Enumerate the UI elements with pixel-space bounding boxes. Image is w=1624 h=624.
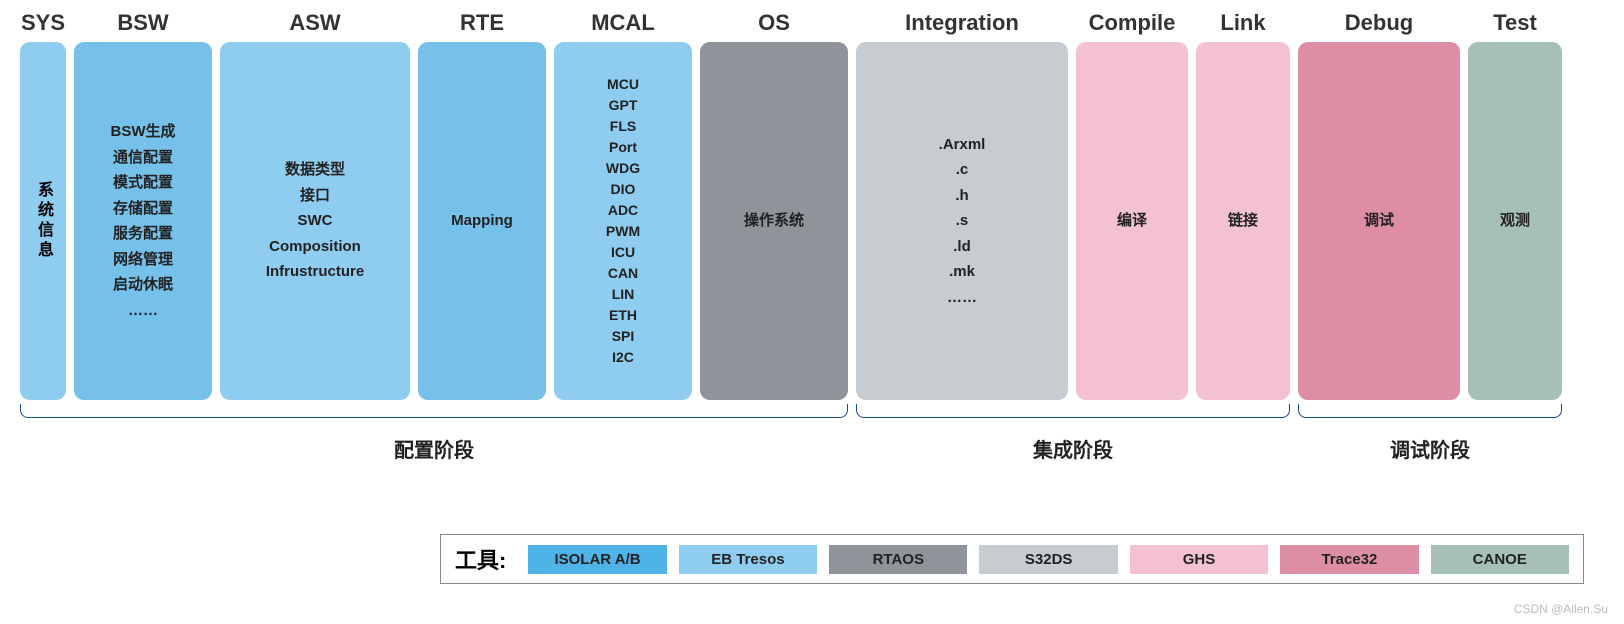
tool-trace32: Trace32 (1280, 545, 1418, 574)
column-header-compile: Compile (1089, 10, 1176, 36)
column-item-bsw-0: BSW生成 (111, 119, 176, 145)
column-link: Link 链接 (1196, 10, 1290, 400)
column-header-test: Test (1493, 10, 1537, 36)
column-header-rte: RTE (460, 10, 504, 36)
column-item-mcal-2: FLS (610, 116, 636, 137)
column-item-mcal-1: GPT (609, 95, 638, 116)
column-item-asw-1: 接口 (300, 183, 330, 209)
phase-bracket-0 (20, 404, 848, 418)
column-sys: SYS 系统信息 (20, 10, 66, 400)
column-body-debug: 调试 (1298, 42, 1460, 400)
phase-label-2: 调试阶段 (1390, 434, 1470, 463)
column-rte: RTE Mapping (418, 10, 546, 400)
column-item-bsw-4: 服务配置 (113, 221, 173, 247)
column-body-integration: .Arxml.c.h.s.ld.mk…… (856, 42, 1068, 400)
column-header-integration: Integration (905, 10, 1019, 36)
column-item-asw-3: Composition (269, 234, 361, 260)
column-header-os: OS (758, 10, 790, 36)
column-debug: Debug 调试 (1298, 10, 1460, 400)
column-item-integration-3: .s (956, 208, 969, 234)
column-text-debug: 调试 (1364, 208, 1394, 234)
column-text-test: 观测 (1500, 208, 1530, 234)
column-item-bsw-7: …… (128, 298, 158, 324)
phase-bracket-2 (1298, 404, 1562, 418)
column-item-integration-1: .c (956, 157, 969, 183)
column-item-mcal-13: I2C (612, 347, 634, 368)
phase-label-0: 配置阶段 (394, 434, 474, 463)
column-test: Test 观测 (1468, 10, 1562, 400)
column-text-link: 链接 (1228, 208, 1258, 234)
column-item-mcal-6: ADC (608, 200, 638, 221)
column-item-integration-0: .Arxml (939, 132, 986, 158)
tool-eb-tresos: EB Tresos (679, 545, 817, 574)
column-os: OS 操作系统 (700, 10, 848, 400)
watermark: CSDN @Allen.Su (1514, 602, 1608, 616)
column-item-mcal-9: CAN (608, 263, 638, 284)
column-item-mcal-5: DIO (611, 179, 636, 200)
column-item-mcal-10: LIN (612, 284, 635, 305)
tool-s32ds: S32DS (979, 545, 1117, 574)
column-asw: ASW 数据类型接口SWCCompositionInfrustructure (220, 10, 410, 400)
column-compile: Compile 编译 (1076, 10, 1188, 400)
column-item-mcal-8: ICU (611, 242, 635, 263)
tool-canoe: CANOE (1431, 545, 1569, 574)
column-item-mcal-3: Port (609, 137, 637, 158)
column-header-sys: SYS (21, 10, 65, 36)
column-text-compile: 编译 (1117, 208, 1147, 234)
column-text-os: 操作系统 (744, 208, 804, 234)
column-item-bsw-3: 存储配置 (113, 196, 173, 222)
tools-bar: 工具: ISOLAR A/B EB Tresos RTAOS S32DS GHS Trace… (440, 534, 1584, 584)
column-item-asw-4: Infrustructure (266, 259, 364, 285)
column-body-os: 操作系统 (700, 42, 848, 400)
column-body-asw: 数据类型接口SWCCompositionInfrustructure (220, 42, 410, 400)
column-item-mcal-4: WDG (606, 158, 640, 179)
phase-label-1: 集成阶段 (1033, 434, 1113, 463)
column-integration: Integration .Arxml.c.h.s.ld.mk…… (856, 10, 1068, 400)
column-item-mcal-12: SPI (612, 326, 635, 347)
column-header-debug: Debug (1345, 10, 1413, 36)
column-item-asw-2: SWC (298, 208, 333, 234)
tool-ghs: GHS (1130, 545, 1268, 574)
phase-brackets: 配置阶段 集成阶段 调试阶段 (20, 404, 1604, 484)
column-body-sys: 系统信息 (20, 42, 66, 400)
column-body-link: 链接 (1196, 42, 1290, 400)
column-item-bsw-5: 网络管理 (113, 247, 173, 273)
column-item-integration-6: …… (947, 285, 977, 311)
column-body-bsw: BSW生成通信配置模式配置存储配置服务配置网络管理启动休眠…… (74, 42, 212, 400)
phase-bracket-1 (856, 404, 1290, 418)
tools-label: 工具: (455, 543, 506, 575)
column-text-rte: Mapping (451, 208, 513, 234)
column-item-mcal-7: PWM (606, 221, 640, 242)
column-item-bsw-6: 启动休眠 (113, 272, 173, 298)
tool-rtaos: RTAOS (829, 545, 967, 574)
column-item-mcal-11: ETH (609, 305, 637, 326)
column-item-integration-2: .h (955, 183, 968, 209)
column-body-rte: Mapping (418, 42, 546, 400)
column-header-bsw: BSW (117, 10, 168, 36)
column-item-bsw-1: 通信配置 (113, 145, 173, 171)
column-item-integration-4: .ld (953, 234, 971, 260)
diagram-columns: SYS系统信息BSWBSW生成通信配置模式配置存储配置服务配置网络管理启动休眠…… (20, 10, 1604, 400)
column-text-sys: 系统信息 (31, 181, 55, 261)
column-mcal: MCAL MCUGPTFLSPortWDGDIOADCPWMICUCANLINET… (554, 10, 692, 400)
column-bsw: BSW BSW生成通信配置模式配置存储配置服务配置网络管理启动休眠…… (74, 10, 212, 400)
tool-isolar-a-b: ISOLAR A/B (528, 545, 666, 574)
column-item-integration-5: .mk (949, 259, 975, 285)
column-header-link: Link (1220, 10, 1265, 36)
column-item-bsw-2: 模式配置 (113, 170, 173, 196)
column-body-compile: 编译 (1076, 42, 1188, 400)
column-item-asw-0: 数据类型 (285, 157, 345, 183)
column-header-asw: ASW (289, 10, 340, 36)
column-header-mcal: MCAL (591, 10, 655, 36)
column-body-test: 观测 (1468, 42, 1562, 400)
column-item-mcal-0: MCU (607, 74, 639, 95)
column-body-mcal: MCUGPTFLSPortWDGDIOADCPWMICUCANLINETHSPI… (554, 42, 692, 400)
